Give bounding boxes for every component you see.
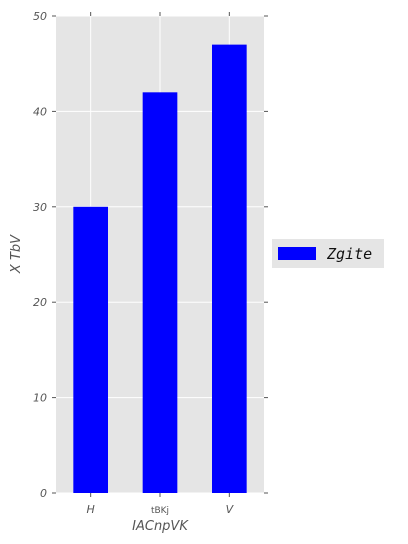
bar-tBKj xyxy=(142,92,178,493)
bars xyxy=(73,44,247,494)
y-tick-label: 40 xyxy=(33,105,47,118)
y-tick-label: 30 xyxy=(33,201,47,214)
x-tick-label: tBKj xyxy=(151,506,169,516)
y-tick-labels: 0 10 20 30 40 50 xyxy=(33,10,47,500)
x-axis-title: IACnpVK xyxy=(132,519,189,534)
y-axis-title: X TbV xyxy=(9,234,24,274)
tick-marks xyxy=(52,12,268,497)
legend-label: Zgite xyxy=(326,245,372,263)
x-tick-label: H xyxy=(87,503,95,516)
legend: Zgite xyxy=(272,239,384,268)
y-tick-label: 50 xyxy=(33,10,47,23)
y-tick-label: 0 xyxy=(40,487,47,500)
x-tick-label: V xyxy=(226,503,235,516)
y-tick-label: 10 xyxy=(33,392,47,405)
bar-V xyxy=(212,44,247,494)
legend-swatch xyxy=(278,247,316,260)
bar-H xyxy=(73,206,108,494)
y-tick-label: 20 xyxy=(33,296,47,309)
